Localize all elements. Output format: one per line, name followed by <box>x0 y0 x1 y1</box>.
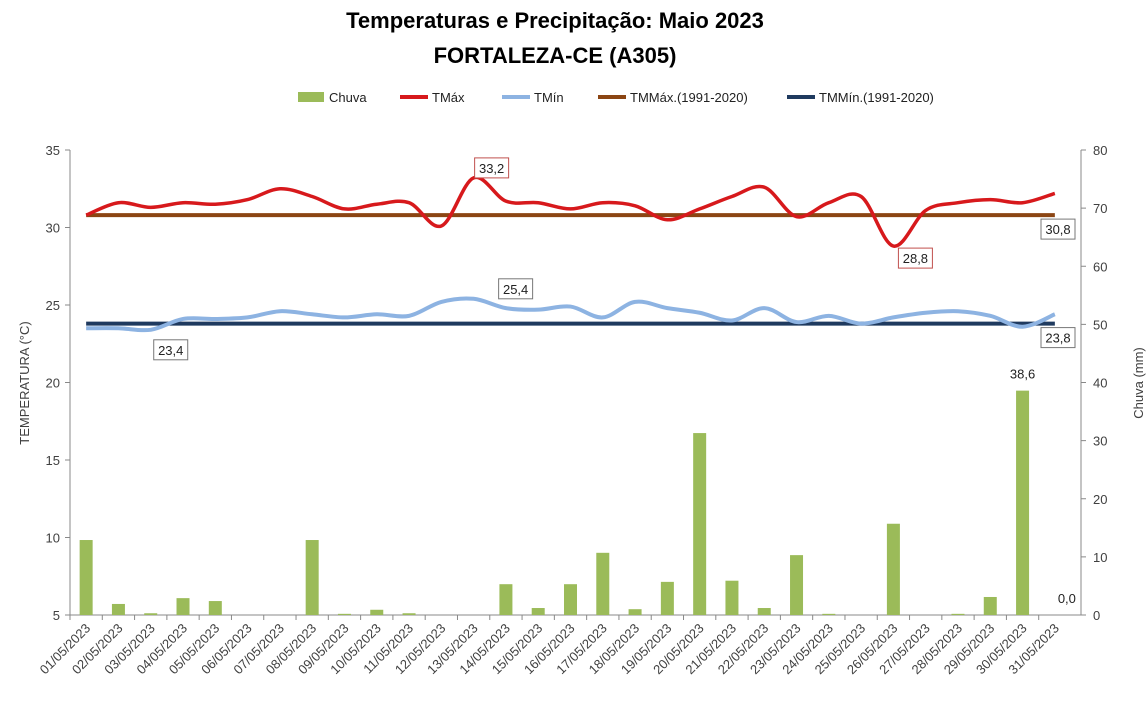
rain-bar <box>531 608 545 615</box>
rain-bar <box>176 598 190 615</box>
y2-tick-label: 0 <box>1093 608 1100 623</box>
y-tick-label: 35 <box>46 143 60 158</box>
rain-bar <box>370 609 384 615</box>
temperature-lines <box>85 175 1056 333</box>
legend-label: Chuva <box>329 90 367 105</box>
data-labels: 33,2 28,8 23,4 25,4 30,8 23,8 38,6 0,0 <box>153 157 1076 606</box>
y2-tick-label: 80 <box>1093 143 1107 158</box>
y-tick-label: 10 <box>46 531 60 546</box>
legend-label: TMMáx.(1991-2020) <box>630 90 748 105</box>
rain-bar <box>628 609 642 615</box>
rain-bar <box>499 584 513 615</box>
data-label-box <box>897 247 933 269</box>
legend-label: TMín <box>534 90 564 105</box>
legend-label: TMMín.(1991-2020) <box>819 90 934 105</box>
y2-tick-label: 60 <box>1093 259 1107 274</box>
legend-label: TMáx <box>432 90 465 105</box>
data-label: 25,4 <box>503 282 528 297</box>
chart-title: Temperaturas e Precipitação: Maio 2023 <box>346 8 764 33</box>
y2-tick-label: 20 <box>1093 492 1107 507</box>
rain-bar <box>79 540 93 615</box>
tmax-line <box>85 175 1056 248</box>
y-tick-label: 30 <box>46 221 60 236</box>
rain-bar <box>208 601 222 615</box>
rain-bar <box>757 608 771 615</box>
data-label-box <box>474 157 510 179</box>
data-label: 23,8 <box>1045 331 1070 346</box>
data-label-box <box>1040 327 1076 349</box>
data-label-box <box>153 339 189 361</box>
data-label: 23,4 <box>158 343 183 358</box>
rain-bar <box>337 613 351 615</box>
y-tick-label: 20 <box>46 376 60 391</box>
data-label-box <box>1040 218 1076 240</box>
rain-bar <box>402 613 416 615</box>
legend: Chuva TMáx TMín TMMáx.(1991-2020) TMMín.(199… <box>298 90 934 105</box>
y2-tick-label: 30 <box>1093 434 1107 449</box>
rain-bar <box>111 603 125 615</box>
y2-tick-label: 70 <box>1093 201 1107 216</box>
y-tick-label: 15 <box>46 453 60 468</box>
data-label: 38,6 <box>1010 367 1035 382</box>
rain-bar <box>144 613 158 615</box>
rain-bar <box>822 613 836 615</box>
y2-tick-label: 50 <box>1093 317 1107 332</box>
data-label-box <box>498 278 534 300</box>
rain-bar <box>660 581 674 615</box>
rain-bar <box>596 552 610 615</box>
y-tick-label: 5 <box>53 608 60 623</box>
legend-swatch-chuva <box>298 92 324 102</box>
chart-subtitle: FORTALEZA-CE (A305) <box>434 43 677 68</box>
rain-bar <box>564 584 577 615</box>
y-tick-label: 25 <box>46 298 60 313</box>
y-axis-label: TEMPERATURA (°C) <box>17 321 32 444</box>
rain-bar <box>886 523 900 615</box>
rain-bar <box>983 596 997 615</box>
data-label: 0,0 <box>1058 591 1076 606</box>
rain-bar <box>305 540 319 615</box>
y2-tick-label: 10 <box>1093 550 1107 565</box>
rain-bar <box>1016 390 1030 615</box>
rain-bar <box>725 580 739 615</box>
data-label: 28,8 <box>903 251 928 266</box>
rain-bars <box>79 390 1030 615</box>
rain-bar <box>951 613 965 615</box>
y2-tick-label: 40 <box>1093 376 1107 391</box>
rain-bar <box>693 433 707 615</box>
tmin-line <box>86 296 1056 333</box>
data-label: 33,2 <box>479 161 504 176</box>
y2-axis-label: Chuva (mm) <box>1131 347 1146 419</box>
data-label: 30,8 <box>1045 222 1070 237</box>
rain-bar <box>790 555 804 615</box>
